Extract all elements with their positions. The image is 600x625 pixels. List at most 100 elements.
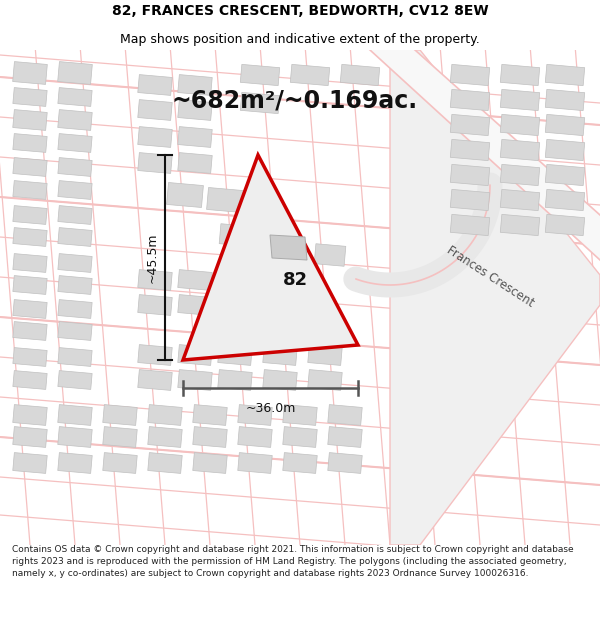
Polygon shape xyxy=(500,139,540,161)
Text: ~36.0m: ~36.0m xyxy=(245,402,296,415)
Polygon shape xyxy=(148,404,182,426)
Text: Frances Crescent: Frances Crescent xyxy=(444,244,536,310)
Polygon shape xyxy=(283,452,317,473)
Polygon shape xyxy=(58,228,92,246)
Polygon shape xyxy=(58,371,92,389)
Polygon shape xyxy=(283,427,317,448)
Polygon shape xyxy=(148,452,182,473)
Polygon shape xyxy=(13,452,47,473)
Polygon shape xyxy=(58,427,92,448)
Polygon shape xyxy=(13,158,47,176)
Polygon shape xyxy=(13,276,47,294)
Polygon shape xyxy=(138,99,172,121)
Polygon shape xyxy=(13,88,47,106)
Polygon shape xyxy=(178,74,212,96)
Polygon shape xyxy=(328,452,362,473)
Polygon shape xyxy=(263,344,297,366)
Polygon shape xyxy=(13,134,47,152)
Polygon shape xyxy=(58,88,92,106)
Polygon shape xyxy=(218,369,252,391)
Polygon shape xyxy=(13,62,47,84)
Polygon shape xyxy=(240,92,280,114)
Polygon shape xyxy=(193,427,227,448)
Polygon shape xyxy=(308,369,342,391)
Polygon shape xyxy=(263,369,297,391)
Polygon shape xyxy=(545,139,585,161)
Polygon shape xyxy=(13,299,47,318)
Polygon shape xyxy=(545,189,585,211)
Polygon shape xyxy=(167,182,203,208)
Polygon shape xyxy=(328,427,362,448)
Polygon shape xyxy=(138,369,172,391)
Polygon shape xyxy=(58,404,92,426)
Polygon shape xyxy=(13,206,47,224)
Polygon shape xyxy=(450,214,490,236)
Polygon shape xyxy=(58,134,92,152)
Polygon shape xyxy=(545,214,585,236)
Polygon shape xyxy=(13,404,47,426)
Polygon shape xyxy=(370,50,600,260)
Polygon shape xyxy=(238,427,272,448)
Polygon shape xyxy=(58,254,92,272)
Polygon shape xyxy=(270,235,307,260)
Polygon shape xyxy=(58,348,92,366)
Polygon shape xyxy=(264,229,296,251)
Polygon shape xyxy=(545,114,585,136)
Text: ~45.5m: ~45.5m xyxy=(146,232,159,282)
Polygon shape xyxy=(138,269,172,291)
Polygon shape xyxy=(218,344,252,366)
Polygon shape xyxy=(13,348,47,366)
Polygon shape xyxy=(545,164,585,186)
Polygon shape xyxy=(206,188,244,213)
Polygon shape xyxy=(240,64,280,86)
Polygon shape xyxy=(13,371,47,389)
Polygon shape xyxy=(500,114,540,136)
Polygon shape xyxy=(450,64,490,86)
Polygon shape xyxy=(58,158,92,176)
Polygon shape xyxy=(193,404,227,426)
Polygon shape xyxy=(13,228,47,246)
Polygon shape xyxy=(138,74,172,96)
Polygon shape xyxy=(58,322,92,341)
Polygon shape xyxy=(58,276,92,294)
Polygon shape xyxy=(178,344,212,366)
Polygon shape xyxy=(283,404,317,426)
Text: Map shows position and indicative extent of the property.: Map shows position and indicative extent… xyxy=(120,32,480,46)
Polygon shape xyxy=(148,427,182,448)
Polygon shape xyxy=(138,294,172,316)
Polygon shape xyxy=(58,109,92,131)
Polygon shape xyxy=(218,269,252,291)
Polygon shape xyxy=(103,404,137,426)
Polygon shape xyxy=(178,369,212,391)
Polygon shape xyxy=(58,62,92,84)
Polygon shape xyxy=(500,89,540,111)
Polygon shape xyxy=(450,114,490,136)
Polygon shape xyxy=(545,89,585,111)
Text: ~682m²/~0.169ac.: ~682m²/~0.169ac. xyxy=(172,88,418,112)
Polygon shape xyxy=(103,452,137,473)
Polygon shape xyxy=(178,127,212,148)
Polygon shape xyxy=(178,294,212,316)
Polygon shape xyxy=(450,89,490,111)
Polygon shape xyxy=(138,127,172,148)
Polygon shape xyxy=(178,99,212,121)
Polygon shape xyxy=(340,64,380,86)
Polygon shape xyxy=(103,427,137,448)
Polygon shape xyxy=(58,181,92,199)
Polygon shape xyxy=(218,294,252,316)
Polygon shape xyxy=(545,64,585,86)
Polygon shape xyxy=(13,322,47,341)
Polygon shape xyxy=(500,164,540,186)
Polygon shape xyxy=(13,427,47,448)
Polygon shape xyxy=(500,214,540,236)
Polygon shape xyxy=(314,244,346,266)
Polygon shape xyxy=(450,164,490,186)
Polygon shape xyxy=(138,152,172,173)
Polygon shape xyxy=(308,344,342,366)
Polygon shape xyxy=(138,344,172,366)
Polygon shape xyxy=(13,109,47,131)
Polygon shape xyxy=(328,404,362,426)
Text: 82, FRANCES CRESCENT, BEDWORTH, CV12 8EW: 82, FRANCES CRESCENT, BEDWORTH, CV12 8EW xyxy=(112,4,488,18)
Polygon shape xyxy=(58,299,92,318)
Polygon shape xyxy=(238,452,272,473)
